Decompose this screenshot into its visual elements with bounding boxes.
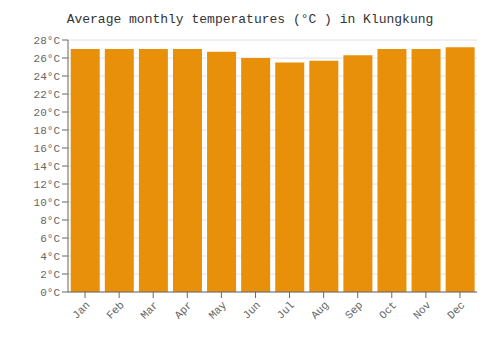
svg-text:Aug: Aug	[309, 299, 331, 321]
svg-text:Apr: Apr	[172, 299, 194, 321]
svg-text:26°C: 26°C	[34, 53, 61, 65]
svg-text:28°C: 28°C	[34, 35, 61, 47]
svg-text:Sep: Sep	[343, 299, 365, 321]
svg-text:18°C: 18°C	[34, 125, 61, 137]
svg-text:2°C: 2°C	[40, 269, 60, 281]
svg-text:20°C: 20°C	[34, 107, 61, 119]
svg-text:Jan: Jan	[70, 299, 92, 321]
svg-text:May: May	[207, 299, 230, 322]
svg-text:16°C: 16°C	[34, 143, 61, 155]
svg-text:4°C: 4°C	[40, 251, 60, 263]
svg-text:10°C: 10°C	[34, 197, 61, 209]
svg-text:22°C: 22°C	[34, 89, 61, 101]
svg-text:24°C: 24°C	[34, 71, 61, 83]
svg-text:0°C: 0°C	[40, 287, 60, 299]
svg-text:Jul: Jul	[275, 299, 297, 321]
svg-text:14°C: 14°C	[34, 161, 61, 173]
svg-text:Mar: Mar	[138, 299, 160, 321]
svg-text:Oct: Oct	[377, 299, 399, 321]
svg-text:Nov: Nov	[411, 299, 434, 322]
svg-text:6°C: 6°C	[40, 233, 60, 245]
svg-text:Jun: Jun	[241, 299, 263, 321]
html-text:Average monthly temperatures (: Average monthly temperatures (°C ) in Kl…	[66, 12, 434, 27]
svg-text:Feb: Feb	[104, 299, 126, 321]
svg-text:Dec: Dec	[445, 299, 467, 321]
svg-text:8°C: 8°C	[40, 215, 60, 227]
svg-text:12°C: 12°C	[34, 179, 61, 191]
